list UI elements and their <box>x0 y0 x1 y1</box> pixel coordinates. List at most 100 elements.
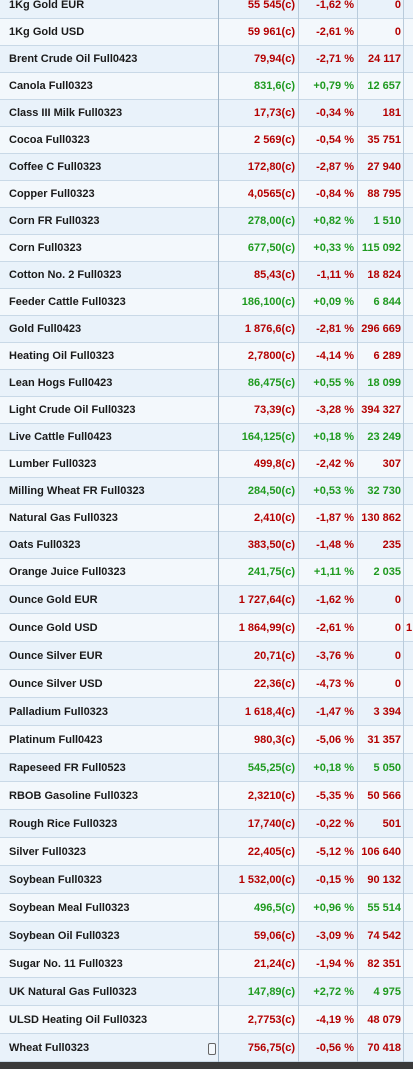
table-row[interactable]: Brent Crude Oil Full0423 79,94(c) -2,71 % 2… <box>0 46 413 73</box>
table-row[interactable]: Soybean Full0323 1 532,00(c) -0,15 % 90 132 <box>0 866 413 894</box>
table-row[interactable]: Live Cattle Full0423 164,125(c) +0,18 % 23 … <box>0 424 413 451</box>
table-row[interactable]: Ounce Gold USD 1 864,99(c) -2,61 % 0 1 <box>0 614 413 642</box>
volume: 90 132 <box>367 873 401 886</box>
change: +0,53 % <box>313 485 354 497</box>
price: 1 727,64(c) <box>238 593 295 606</box>
table-row[interactable]: Soybean Meal Full0323 496,5(c) +0,96 % 55 5… <box>0 894 413 922</box>
table-row[interactable]: Gold Full0423 1 876,6(c) -2,81 % 296 669 <box>0 316 413 343</box>
table-row[interactable]: Rapeseed FR Full0523 545,25(c) +0,18 % 5 05… <box>0 754 413 782</box>
change: -1,62 % <box>316 593 354 606</box>
price: 677,50(c) <box>247 242 295 254</box>
price: 22,36(c) <box>254 677 295 690</box>
price: 59 961(c) <box>247 26 295 38</box>
volume: 6 289 <box>373 350 401 362</box>
table-row[interactable]: Cocoa Full0323 2 569(c) -0,54 % 35 751 <box>0 127 413 154</box>
instrument-name: Soybean Meal Full0323 <box>9 901 130 914</box>
table-row[interactable]: Copper Full0323 4,0565(c) -0,84 % 88 795 <box>0 181 413 208</box>
price: 147,89(c) <box>247 985 295 998</box>
table-row[interactable]: Rough Rice Full0323 17,740(c) -0,22 % 501 <box>0 810 413 838</box>
instrument-name: Ounce Silver USD <box>9 677 103 690</box>
price: 2 569(c) <box>254 134 295 146</box>
change: -5,06 % <box>316 733 354 746</box>
volume: 0 <box>394 593 401 606</box>
change: -0,56 % <box>316 1041 354 1054</box>
table-row[interactable]: Lumber Full0323 499,8(c) -2,42 % 307 <box>0 451 413 478</box>
table-row[interactable]: Coffee C Full0323 172,80(c) -2,87 % 27 940 <box>0 154 413 181</box>
table-row[interactable]: Orange Juice Full0323 241,75(c) +1,11 % 2 0… <box>0 559 413 586</box>
volume: 88 795 <box>367 188 401 200</box>
row-icon[interactable] <box>208 1043 216 1055</box>
change: -2,61 % <box>316 621 354 634</box>
table-row[interactable]: Platinum Full0423 980,3(c) -5,06 % 31 357 <box>0 726 413 754</box>
volume: 394 327 <box>361 404 401 416</box>
volume: 1 510 <box>373 215 401 227</box>
instrument-name: Cocoa Full0323 <box>9 134 90 146</box>
price: 79,94(c) <box>254 53 295 65</box>
table-row[interactable]: Heating Oil Full0323 2,7800(c) -4,14 % 6 28… <box>0 343 413 370</box>
table-row[interactable]: Corn Full0323 677,50(c) +0,33 % 115 092 <box>0 235 413 262</box>
volume: 115 092 <box>361 242 401 254</box>
table-row[interactable]: Natural Gas Full0323 2,410(c) -1,87 % 130 8… <box>0 505 413 532</box>
volume: 5 050 <box>373 761 401 774</box>
price: 59,06(c) <box>254 929 295 942</box>
table-row[interactable]: Corn FR Full0323 278,00(c) +0,82 % 1 510 <box>0 208 413 235</box>
table-row[interactable]: Sugar No. 11 Full0323 21,24(c) -1,94 % 82 3… <box>0 950 413 978</box>
table-row[interactable]: Soybean Oil Full0323 59,06(c) -3,09 % 74 54… <box>0 922 413 950</box>
volume: 31 357 <box>367 733 401 746</box>
table-row[interactable]: Ounce Silver EUR 20,71(c) -3,76 % 0 <box>0 642 413 670</box>
instrument-name: ULSD Heating Oil Full0323 <box>9 1013 148 1026</box>
table-row[interactable]: Ounce Silver USD 22,36(c) -4,73 % 0 <box>0 670 413 698</box>
table-row[interactable]: Palladium Full0323 1 618,4(c) -1,47 % 3 394 <box>0 698 413 726</box>
price: 2,7800(c) <box>247 350 295 362</box>
table-row[interactable]: Ounce Gold EUR 1 727,64(c) -1,62 % 0 <box>0 586 413 614</box>
volume: 2 035 <box>373 566 401 578</box>
table-row[interactable]: ULSD Heating Oil Full0323 2,7753(c) -4,19 … <box>0 1006 413 1034</box>
volume: 6 844 <box>373 296 401 308</box>
instrument-name: Brent Crude Oil Full0423 <box>9 53 138 65</box>
table-row[interactable]: Feeder Cattle Full0323 186,100(c) +0,09 % 6… <box>0 289 413 316</box>
instrument-name: Lumber Full0323 <box>9 458 97 470</box>
table-row[interactable]: Light Crude Oil Full0323 73,39(c) -3,28 % 3… <box>0 397 413 424</box>
instrument-name: Gold Full0423 <box>9 323 82 335</box>
table-row[interactable]: Lean Hogs Full0423 86,475(c) +0,55 % 18 099 <box>0 370 413 397</box>
price: 278,00(c) <box>247 215 295 227</box>
change: +0,96 % <box>313 901 354 914</box>
table-row[interactable]: RBOB Gasoline Full0323 2,3210(c) -5,35 % 50… <box>0 782 413 810</box>
table-row[interactable]: Wheat Full0323 756,75(c) -0,56 % 70 418 <box>0 1034 413 1062</box>
instrument-name: Canola Full0323 <box>9 80 93 92</box>
change: -1,62 % <box>316 0 354 11</box>
volume: 307 <box>382 458 401 470</box>
column-divider <box>218 0 219 1062</box>
volume: 0 <box>394 26 401 38</box>
volume: 74 542 <box>367 929 401 942</box>
table-row[interactable]: Class III Milk Full0323 17,73(c) -0,34 % 18… <box>0 100 413 127</box>
price: 172,80(c) <box>247 161 295 173</box>
instrument-name: Lean Hogs Full0423 <box>9 377 113 389</box>
table-row[interactable]: Cotton No. 2 Full0323 85,43(c) -1,11 % 18 8… <box>0 262 413 289</box>
price: 1 532,00(c) <box>238 873 295 886</box>
change: -4,19 % <box>316 1013 354 1026</box>
change: -1,47 % <box>316 705 354 718</box>
price: 496,5(c) <box>254 901 295 914</box>
table-row[interactable]: 1Kg Gold EUR 55 545(c) -1,62 % 0 <box>0 0 413 19</box>
change: -2,87 % <box>316 161 354 173</box>
table-row[interactable]: UK Natural Gas Full0323 147,89(c) +2,72 % 4… <box>0 978 413 1006</box>
volume: 23 249 <box>367 431 401 443</box>
table-row[interactable]: Canola Full0323 831,6(c) +0,79 % 12 657 <box>0 73 413 100</box>
instrument-name: Oats Full0323 <box>9 539 81 551</box>
price: 2,410(c) <box>254 512 295 524</box>
price: 1 864,99(c) <box>238 621 295 634</box>
table-row[interactable]: Milling Wheat FR Full0323 284,50(c) +0,53 … <box>0 478 413 505</box>
instrument-name: Cotton No. 2 Full0323 <box>9 269 122 281</box>
price: 756,75(c) <box>247 1041 295 1054</box>
change: -1,87 % <box>316 512 354 524</box>
volume: 18 824 <box>367 269 401 281</box>
table-row[interactable]: 1Kg Gold USD 59 961(c) -2,61 % 0 <box>0 19 413 46</box>
table-row[interactable]: Silver Full0323 22,405(c) -5,12 % 106 640 <box>0 838 413 866</box>
change: -5,12 % <box>316 845 354 858</box>
change: +1,11 % <box>313 566 354 578</box>
table-row[interactable]: Oats Full0323 383,50(c) -1,48 % 235 <box>0 532 413 559</box>
price: 17,73(c) <box>254 107 295 119</box>
instrument-name: Natural Gas Full0323 <box>9 512 118 524</box>
volume: 130 862 <box>361 512 401 524</box>
